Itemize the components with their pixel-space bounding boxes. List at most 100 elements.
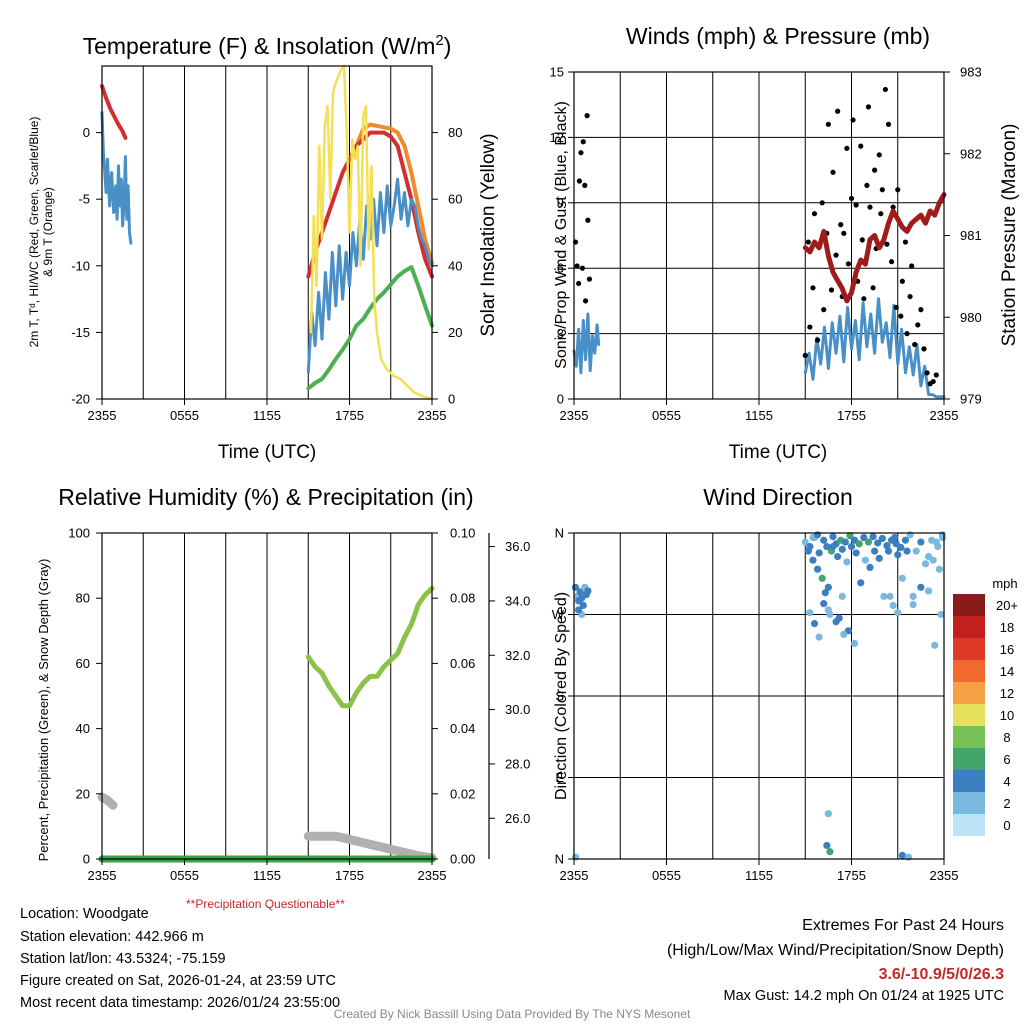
location-text: Location: Woodgate — [20, 906, 149, 922]
direction-point — [810, 619, 819, 628]
gust-point — [580, 139, 586, 145]
direction-point — [835, 614, 843, 622]
direction-point — [823, 841, 831, 850]
temp-series-solar — [309, 64, 434, 401]
gust-point — [921, 346, 927, 352]
gust-point — [884, 241, 890, 247]
wind-ytick-label: 12 — [550, 130, 564, 145]
dir-ylabel: Direction (Colored By Speed) — [553, 592, 570, 800]
gust-point — [907, 293, 913, 300]
direction-point — [834, 552, 842, 561]
direction-point — [928, 536, 936, 544]
colorbar-swatch — [953, 638, 985, 660]
direction-point — [838, 592, 846, 600]
direction-point — [829, 542, 837, 551]
rh-xtick-label: 2355 — [418, 868, 447, 883]
temp-series-temp — [100, 84, 128, 140]
direction-point — [806, 609, 814, 617]
direction-point — [883, 542, 891, 550]
snow-ytick-label: 28.0 — [505, 756, 530, 771]
direction-point — [843, 558, 851, 566]
snow-ytick-label: 30.0 — [505, 702, 530, 717]
gust-point — [584, 113, 590, 119]
direction-point — [815, 633, 823, 641]
direction-point — [824, 606, 832, 614]
direction-point — [824, 583, 832, 591]
wind-ytick-label: 9 — [557, 195, 564, 210]
colorbar-swatch — [953, 770, 985, 792]
dir-ytick-label: N — [555, 526, 564, 541]
wind-xtick-label: 1755 — [837, 408, 866, 423]
rh-xtick-label: 1755 — [335, 868, 364, 883]
wind-speed-line — [572, 312, 601, 375]
colorbar-swatch — [953, 616, 985, 638]
precip-ytick-label: 0.00 — [450, 852, 475, 867]
temp-ylabel-line1: 2m T, Tᵈ, HI/WC (Red, Green, Scarlet/Blu… — [27, 117, 41, 348]
direction-point — [850, 639, 859, 648]
direction-point — [860, 533, 868, 542]
solar-ytick-label: 80 — [448, 125, 462, 140]
gust-point — [882, 86, 889, 93]
gust-point — [814, 337, 821, 343]
humidity-precipitation-panel: 100 80 60 40 20 0 0.10 0.08 0.06 0.04 0.02 0.00 36.0… — [36, 484, 530, 883]
gust-point — [844, 145, 850, 151]
direction-point — [864, 538, 873, 546]
direction-point — [575, 606, 583, 614]
wind-xtick-label: 2355 — [560, 408, 589, 423]
wind-xtick-label: 0555 — [652, 408, 681, 423]
direction-point — [846, 532, 854, 540]
direction-point — [903, 547, 911, 555]
temp-ytick-label: 0 — [83, 125, 90, 140]
precipitation-questionable-note: **Precipitation Questionable** — [186, 897, 345, 911]
gust-point — [870, 285, 876, 291]
gust-point — [838, 222, 844, 228]
gust-point — [578, 150, 584, 156]
snow-ytick-label: 32.0 — [505, 648, 530, 663]
gust-point — [807, 324, 813, 330]
gust-point — [582, 298, 589, 304]
pressure-ytick-label: 979 — [960, 392, 982, 407]
direction-point — [878, 534, 886, 543]
gust-point — [867, 204, 873, 210]
temp-ytick-label: -15 — [71, 325, 90, 340]
direction-point — [917, 583, 925, 591]
latlon-text: Station lat/lon: 43.5324; -75.159 — [20, 951, 226, 967]
solar-ytick-label: 20 — [448, 325, 462, 340]
dir-xtick-label: 0555 — [652, 868, 681, 883]
direction-point — [852, 549, 860, 557]
colorbar-swatch — [953, 682, 985, 704]
colorbar-label: 4 — [1003, 774, 1010, 789]
gust-point — [821, 307, 827, 313]
direction-point — [813, 531, 822, 539]
direction-point — [909, 592, 917, 600]
gust-point — [835, 108, 841, 114]
direction-point — [847, 542, 856, 551]
wind-ytick-label: 6 — [557, 261, 564, 276]
direction-point — [818, 574, 826, 582]
direction-point — [912, 547, 920, 555]
title-text: ) — [444, 33, 452, 59]
temp-xtick-label: 1755 — [335, 408, 364, 423]
direction-point — [866, 563, 874, 572]
gust-point — [819, 200, 825, 206]
direction-point — [801, 538, 809, 546]
direction-point — [815, 549, 823, 557]
colorbar-swatch — [953, 726, 985, 748]
direction-point — [861, 556, 869, 564]
figure-created-text: Figure created on Sat, 2026-01-24, at 23… — [20, 973, 336, 989]
solar-ytick-label: 60 — [448, 192, 462, 207]
colorbar-swatch — [953, 594, 985, 616]
temp-series-dewpoint — [306, 265, 434, 391]
direction-point — [821, 589, 829, 597]
wind-ytick-label: 3 — [557, 326, 564, 341]
colorbar-label: 18 — [1000, 620, 1014, 635]
direction-point — [924, 587, 933, 595]
precip-ytick-label: 0.10 — [450, 526, 475, 541]
dir-xtick-label: 2355 — [560, 868, 589, 883]
pressure-ytick-label: 983 — [960, 65, 982, 80]
rh-series-rh — [305, 585, 435, 709]
colorbar-label: 8 — [1003, 730, 1010, 745]
gust-point — [828, 287, 835, 293]
